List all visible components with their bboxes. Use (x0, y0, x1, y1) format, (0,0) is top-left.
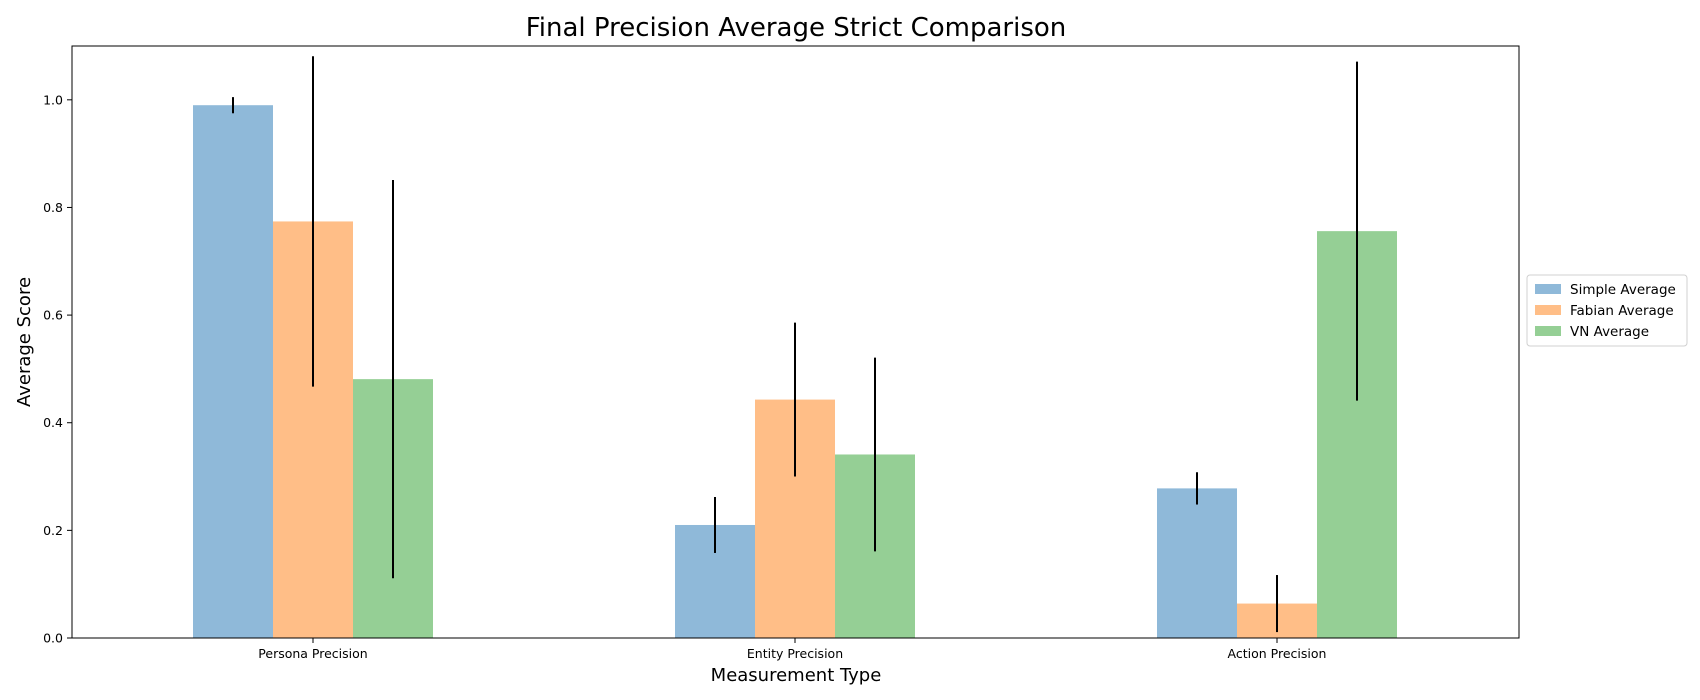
legend-swatch (1535, 284, 1561, 294)
y-axis: 0.0 0.2 0.4 0.6 0.8 1.0 (43, 92, 72, 646)
legend-label: Fabian Average (1570, 303, 1674, 319)
x-tick-label: Persona Precision (258, 646, 367, 661)
legend-box (1526, 274, 1688, 347)
legend-label: VN Average (1570, 324, 1649, 340)
legend-label: Simple Average (1570, 282, 1676, 298)
y-tick-label: 0.4 (43, 415, 63, 430)
x-tick-label: Entity Precision (747, 646, 843, 661)
chart-title: Final Precision Average Strict Compariso… (526, 13, 1067, 43)
y-tick-label: 0.2 (43, 523, 63, 538)
legend: Simple Average Fabian Average VN Average (1526, 274, 1688, 347)
y-tick-label: 1.0 (43, 92, 63, 107)
y-tick-label: 0.6 (43, 308, 63, 323)
legend-swatch (1535, 326, 1561, 336)
bar-simple-average-3 (1157, 488, 1237, 638)
y-tick-label: 0.0 (43, 631, 63, 646)
bar-simple-average-1 (193, 105, 273, 638)
y-tick-label: 0.8 (43, 200, 63, 215)
error-bars-group (232, 56, 1358, 633)
x-axis-label: Measurement Type (711, 665, 882, 686)
legend-swatch (1535, 305, 1561, 315)
x-axis: Persona Precision Entity Precision Action … (258, 638, 1326, 661)
y-axis-label: Average Score (14, 277, 35, 407)
x-tick-label: Action Precision (1228, 646, 1327, 661)
